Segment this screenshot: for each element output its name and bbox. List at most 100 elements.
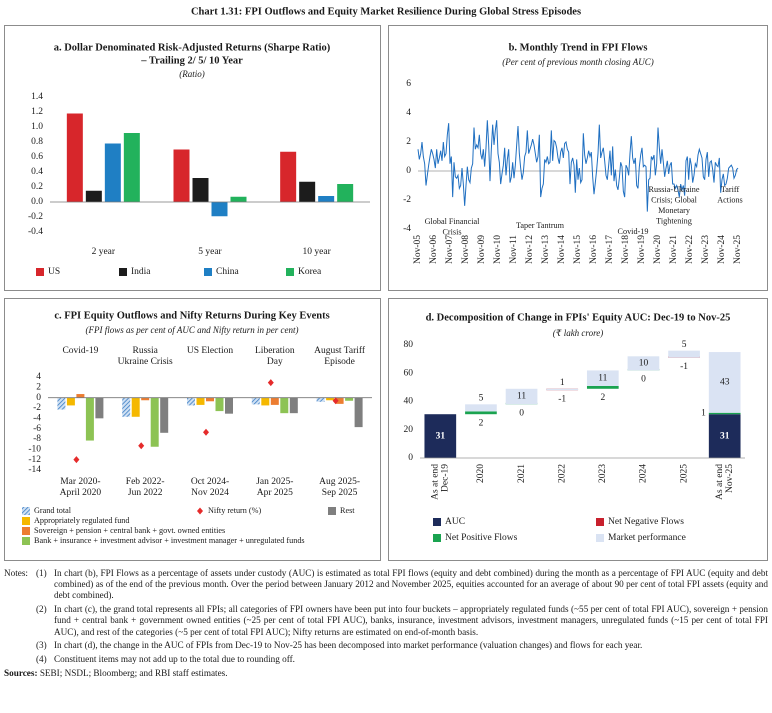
legend-swatch <box>433 534 441 542</box>
data-label: -1 <box>558 394 566 404</box>
y-tick-label: -4 <box>33 414 41 424</box>
y-tick-label: 0.0 <box>31 197 43 207</box>
legend-swatch <box>119 268 127 276</box>
bar <box>85 190 102 202</box>
bar <box>66 397 75 406</box>
note: (4) Constituent items may not add up to t… <box>4 654 768 665</box>
x-tick-label: Nov-25 <box>733 235 743 264</box>
legend-label: Appropriately regulated fund <box>34 516 130 525</box>
x-tick-label: Nov-15 <box>573 235 583 264</box>
y-tick-label: -8 <box>33 434 41 444</box>
annotation: Russia-Ukraine <box>649 185 700 194</box>
x-tick-label: Nov-14 <box>557 235 567 264</box>
bar <box>95 397 104 419</box>
legend-swatch <box>596 518 604 526</box>
x-tick-label: Nov-23 <box>701 235 711 264</box>
panel <box>388 25 768 291</box>
legend-swatch <box>204 268 212 276</box>
x-tick-label: Nov-22 <box>685 235 695 264</box>
bar <box>708 352 741 413</box>
notes-label: Notes: <box>4 568 28 578</box>
data-marker <box>138 442 145 450</box>
x-tick-label: Nov-21 <box>669 235 679 264</box>
bar <box>708 414 741 458</box>
annotation: Crisis <box>442 227 461 236</box>
legend-swatch <box>22 537 30 545</box>
x-tick-label: 2020 <box>476 464 486 483</box>
x-tick-label: Nov-09 <box>477 235 487 264</box>
bar <box>546 388 579 391</box>
bar <box>57 397 66 410</box>
data-label: 1 <box>701 409 706 419</box>
bar <box>225 397 233 414</box>
chart-subtitle: (₹ lakh crore) <box>553 328 604 338</box>
event-label: August Tariff <box>314 345 366 356</box>
x-tick-label: Nov-20 <box>653 235 663 264</box>
x-tick-label: Nov-16 <box>589 235 599 264</box>
legend-swatch <box>596 534 604 542</box>
chart-title: a. Dollar Denominated Risk-Adjusted Retu… <box>54 42 331 53</box>
chart-title: d. Decomposition of Change in FPIs' Equi… <box>426 312 731 323</box>
data-label: 1 <box>560 378 565 388</box>
event-label: Day <box>267 357 283 367</box>
bar <box>66 113 83 202</box>
y-tick-label: 2 <box>406 137 411 147</box>
x-tick-label: 5 year <box>198 247 222 257</box>
y-tick-label: 2 <box>36 383 41 393</box>
chart-subtitle: (Ratio) <box>179 69 205 79</box>
data-label: 5 <box>479 394 484 404</box>
chart-title: b. Monthly Trend in FPI Flows <box>509 42 648 53</box>
x-tick-label: Nov-11 <box>509 235 519 264</box>
bar <box>668 350 700 358</box>
x-tick-label: Nov-24 <box>717 235 727 264</box>
legend-label: China <box>216 267 239 277</box>
note-text: Constituent items may not add up to the … <box>54 653 295 664</box>
legend-label: Grand total <box>34 506 72 515</box>
bar <box>280 151 297 202</box>
bar <box>123 133 140 202</box>
note: (3) In chart (d), the change in the AUC o… <box>4 640 768 651</box>
legend-label: Market performance <box>608 532 686 543</box>
bar <box>316 397 325 402</box>
panel <box>388 298 768 561</box>
y-tick-label: -4 <box>403 224 411 234</box>
data-label: 31 <box>720 431 730 441</box>
panel <box>4 25 381 291</box>
x-tick-label: Nov-10 <box>493 235 503 264</box>
y-tick-label: 0.4 <box>31 167 43 177</box>
y-tick-label: 1.2 <box>31 107 43 117</box>
y-tick-label: -6 <box>33 424 41 434</box>
bar <box>424 414 457 458</box>
legend-label: AUC <box>445 517 465 527</box>
data-label: 11 <box>517 392 526 402</box>
y-tick-label: 1.4 <box>31 92 43 102</box>
bar <box>160 397 169 433</box>
x-tick-label: Jun 2022 <box>128 488 163 498</box>
page-title: Chart 1.31: FPI Outflows and Equity Mark… <box>191 6 581 17</box>
data-marker <box>332 397 339 405</box>
chart-title: – Trailing 2/ 5/ 10 Year <box>140 55 243 66</box>
bar <box>104 143 121 202</box>
x-tick-label: 10 year <box>303 247 332 257</box>
chart-title: c. FPI Equity Outflows and Nifty Returns… <box>54 310 329 321</box>
y-tick-label: 20 <box>404 425 414 435</box>
notes: Notes: (1) In chart (b), FPI Flows as a pe… <box>4 568 768 679</box>
bar <box>289 397 298 414</box>
panel <box>4 298 381 561</box>
legend-label: Nifty return (%) <box>208 506 261 515</box>
annotation: Monetary <box>658 206 691 215</box>
bar <box>505 388 538 405</box>
x-tick-label: April 2020 <box>60 488 102 498</box>
y-tick-label: -2 <box>403 195 411 205</box>
bar <box>261 397 270 406</box>
note-number: (3) <box>36 640 47 651</box>
data-marker <box>73 456 80 464</box>
bar <box>173 149 190 202</box>
data-label: 11 <box>598 373 607 383</box>
note: Notes: (1) In chart (b), FPI Flows as a pe… <box>4 568 768 602</box>
legend-swatch <box>22 507 30 515</box>
note-number: (2) <box>36 604 47 615</box>
x-tick-label: Aug 2025- <box>319 477 360 487</box>
event-label: Ukraine Crisis <box>118 357 173 367</box>
legend-swatch <box>22 527 30 535</box>
